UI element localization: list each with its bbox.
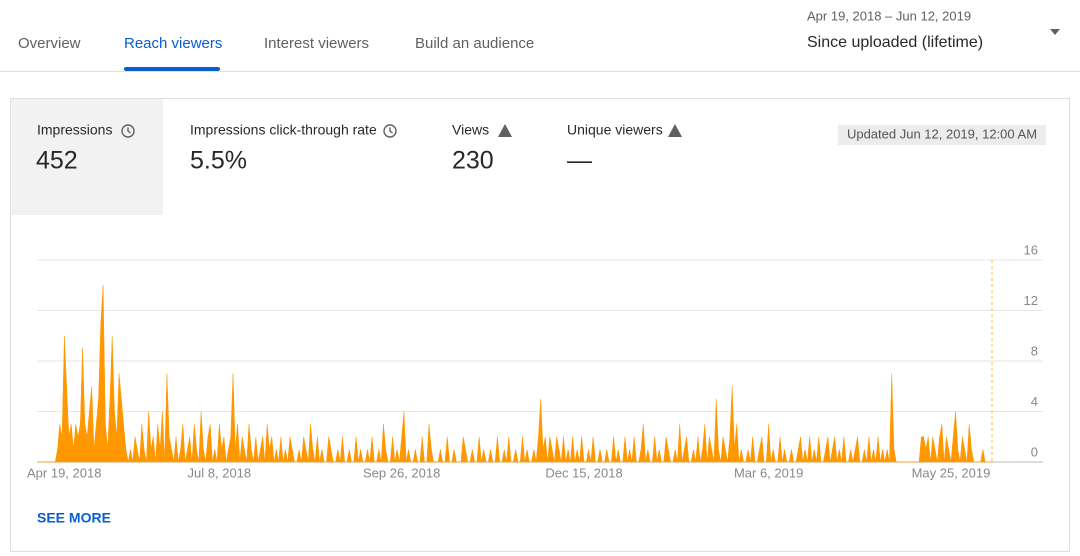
metric-label: Impressions xyxy=(37,122,112,138)
x-tick-label: May 25, 2019 xyxy=(912,465,991,480)
updated-badge xyxy=(838,125,1046,145)
card xyxy=(10,98,1070,552)
warning-icon xyxy=(498,124,512,137)
metric-value[interactable]: — xyxy=(567,147,592,175)
updated-text: Updated Jun 12, 2019, 12:00 AM xyxy=(847,126,1037,141)
x-tick-label: Mar 6, 2019 xyxy=(734,465,803,480)
y-tick-label: 4 xyxy=(1031,394,1038,409)
x-tick-label: Apr 19, 2018 xyxy=(27,465,101,480)
tab-underline xyxy=(124,67,220,71)
clock-icon xyxy=(121,124,135,138)
tab-active[interactable]: Reach viewers xyxy=(124,35,222,52)
y-tick-label: 0 xyxy=(1031,444,1038,459)
x-tick-label: Sep 26, 2018 xyxy=(363,465,440,480)
y-tick-label: 16 xyxy=(1024,242,1038,257)
metric-label[interactable]: Impressions click-through rate xyxy=(190,122,377,138)
selected-metric-tile[interactable] xyxy=(11,99,163,215)
period-label[interactable]: Since uploaded (lifetime) xyxy=(807,34,983,51)
metric-value[interactable]: 230 xyxy=(452,147,494,175)
area xyxy=(37,285,992,463)
date-range: Apr 19, 2018 – Jun 12, 2019 xyxy=(807,8,971,23)
x-tick-label: Dec 15, 2018 xyxy=(545,465,622,480)
metric-label[interactable]: Views xyxy=(452,122,489,138)
clock-icon xyxy=(383,124,397,138)
dropdown-arrow[interactable] xyxy=(1050,29,1060,35)
y-tick-label: 12 xyxy=(1024,293,1038,308)
metric-label[interactable]: Unique viewers xyxy=(567,122,663,138)
tab[interactable]: Build an audience xyxy=(415,35,534,52)
tab[interactable]: Overview xyxy=(18,35,81,52)
x-tick-label: Jul 8, 2018 xyxy=(188,465,252,480)
tab[interactable]: Interest viewers xyxy=(264,35,369,52)
y-tick-label: 8 xyxy=(1031,343,1038,358)
see-more-link[interactable]: SEE MORE xyxy=(37,510,111,526)
metric-value[interactable]: 5.5% xyxy=(190,147,247,175)
warning-icon xyxy=(668,124,682,137)
metric-value: 452 xyxy=(36,147,78,175)
